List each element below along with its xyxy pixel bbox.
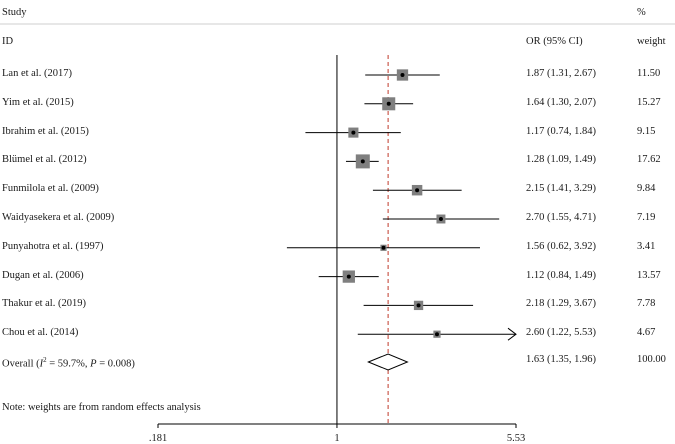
p-symbol: P bbox=[90, 358, 97, 370]
study-point-estimate bbox=[415, 188, 420, 193]
study-point-estimate bbox=[416, 303, 421, 308]
study-ci-text: 1.87 (1.31, 2.67) bbox=[526, 68, 596, 79]
study-label: Punyahotra et al. (1997) bbox=[2, 240, 104, 252]
study-weight-text: 3.41 bbox=[637, 240, 656, 252]
header-or-ci: OR (95% CI) bbox=[526, 36, 583, 47]
overall-label: Overall (I2 = 59.7%, P = 0.008) bbox=[2, 354, 135, 371]
study-point-estimate bbox=[381, 245, 386, 250]
study-point-estimate bbox=[438, 217, 443, 221]
study-label: Yim et al. (2015) bbox=[2, 96, 74, 108]
study-weight-text: 17.62 bbox=[637, 154, 661, 166]
overall-label-middle: = 59.7%, bbox=[46, 358, 91, 370]
overall-diamond bbox=[367, 353, 409, 371]
overall-weight-text: 100.00 bbox=[637, 354, 666, 365]
study-ci-text: 1.12 (0.84, 1.49) bbox=[526, 269, 596, 281]
study-weight-text: 9.84 bbox=[637, 183, 656, 195]
study-ci-text: 2.60 (1.22, 5.53) bbox=[526, 327, 596, 339]
x-tick-label: 1 bbox=[334, 433, 339, 444]
i2-symbol: I bbox=[39, 358, 44, 370]
i2-superscript: 2 bbox=[43, 356, 47, 364]
x-tick-label: .181 bbox=[149, 433, 167, 444]
study-weight-text: 7.78 bbox=[637, 298, 656, 310]
study-point-estimate bbox=[434, 332, 439, 337]
study-label: Waidyasekera et al. (2009) bbox=[2, 212, 115, 223]
study-label: Lan et al. (2017) bbox=[2, 68, 72, 79]
study-weight-text: 11.50 bbox=[637, 68, 661, 79]
footnote: Note: weights are from random effects an… bbox=[2, 402, 201, 413]
study-label: Ibrahim et al. (2015) bbox=[2, 125, 89, 137]
study-label: Thakur et al. (2019) bbox=[2, 298, 86, 310]
study-ci-text: 1.56 (0.62, 3.92) bbox=[526, 240, 596, 252]
study-point-estimate bbox=[360, 159, 365, 164]
study-weight-text: 9.15 bbox=[637, 125, 656, 137]
study-ci-text: 1.28 (1.09, 1.49) bbox=[526, 154, 596, 166]
study-weight-text: 4.67 bbox=[637, 327, 656, 339]
study-point-estimate bbox=[346, 274, 351, 279]
study-ci-text: 2.15 (1.41, 3.29) bbox=[526, 183, 596, 195]
study-weight-text: 7.19 bbox=[637, 212, 656, 223]
study-weight-text: 15.27 bbox=[637, 96, 661, 108]
study-point-estimate bbox=[400, 73, 405, 77]
study-ci-text: 1.64 (1.30, 2.07) bbox=[526, 96, 596, 108]
overall-ci-text: 1.63 (1.35, 1.96) bbox=[526, 354, 596, 365]
overall-label-suffix: = 0.008) bbox=[96, 358, 135, 370]
study-label: Blümel et al. (2012) bbox=[2, 154, 87, 166]
overall-label-prefix: Overall ( bbox=[2, 358, 40, 370]
study-weight-text: 13.57 bbox=[637, 269, 661, 281]
header-id: ID bbox=[2, 36, 14, 47]
x-tick-label: 5.53 bbox=[507, 433, 525, 444]
study-point-estimate bbox=[351, 130, 356, 135]
header-weight: weight bbox=[637, 36, 666, 47]
study-ci-text: 2.70 (1.55, 4.71) bbox=[526, 212, 596, 223]
study-ci-text: 2.18 (1.29, 3.67) bbox=[526, 298, 596, 310]
study-label: Dugan et al. (2006) bbox=[2, 269, 84, 281]
study-ci-text: 1.17 (0.74, 1.84) bbox=[526, 125, 596, 137]
header-percent: % bbox=[637, 7, 646, 18]
study-label: Chou et al. (2014) bbox=[2, 327, 79, 339]
study-point-estimate bbox=[386, 101, 391, 106]
ci-arrow bbox=[507, 327, 517, 341]
header-study: Study bbox=[2, 7, 27, 18]
study-label: Funmilola et al. (2009) bbox=[2, 183, 99, 195]
